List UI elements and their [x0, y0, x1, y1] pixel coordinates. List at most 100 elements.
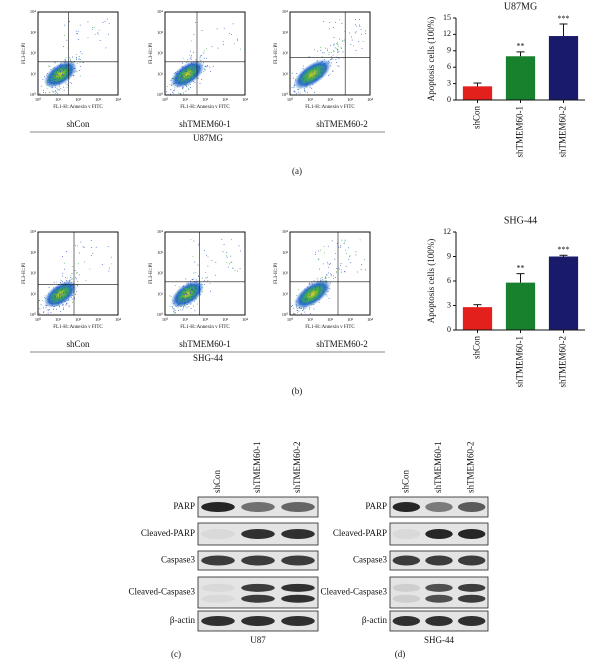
event-dot — [187, 71, 188, 72]
event-dot — [341, 269, 342, 271]
event-dot — [322, 279, 324, 281]
y-tick-label: 10⁰ — [282, 92, 289, 97]
event-dot — [314, 49, 315, 51]
bar — [462, 307, 493, 330]
event-dot — [55, 90, 56, 92]
event-dot — [309, 288, 310, 289]
event-dot — [183, 86, 184, 88]
event-dot — [174, 77, 175, 79]
event-dot — [65, 281, 67, 283]
event-dot — [39, 300, 41, 301]
event-dot — [73, 61, 74, 63]
event-dot — [79, 66, 81, 67]
event-dot — [192, 296, 194, 298]
event-dot — [305, 81, 307, 83]
event-dot — [192, 74, 194, 76]
event-dot — [184, 305, 186, 307]
event-dot — [71, 266, 73, 268]
event-dot — [316, 79, 318, 81]
band — [425, 583, 453, 592]
event-dot — [194, 70, 196, 72]
event-dot — [205, 69, 206, 71]
event-dot — [365, 30, 366, 32]
event-dot — [190, 78, 191, 80]
event-dot — [77, 245, 79, 247]
event-dot — [172, 308, 174, 310]
event-dot — [46, 305, 47, 306]
x-tick-label: 10¹ — [307, 317, 314, 322]
event-dot — [358, 19, 360, 21]
event-dot — [191, 299, 192, 301]
event-dot — [57, 80, 58, 82]
event-dot — [237, 39, 238, 41]
lane-label: shTMEM60-2 — [466, 442, 476, 493]
plot-frame — [289, 11, 371, 96]
event-dot — [305, 84, 306, 85]
event-dot — [344, 241, 346, 243]
event-dot — [52, 297, 54, 298]
event-dot — [186, 283, 188, 285]
event-dot — [190, 292, 192, 294]
event-dot — [234, 270, 236, 272]
row-label: Caspase3 — [353, 555, 387, 565]
y-tick-label: 9 — [447, 251, 451, 260]
event-dot — [203, 57, 205, 59]
event-dot — [298, 88, 300, 90]
event-dot — [70, 69, 72, 70]
event-dot — [64, 282, 65, 284]
event-dot — [302, 68, 304, 70]
event-dot — [177, 72, 179, 74]
event-dot — [50, 80, 52, 82]
event-dot — [66, 277, 68, 279]
event-dot — [65, 82, 67, 84]
event-dot — [68, 279, 70, 281]
event-dot — [74, 71, 76, 73]
event-dot — [193, 305, 194, 307]
event-dot — [183, 77, 185, 79]
event-dot — [190, 56, 192, 58]
y-tick-label: 6 — [447, 276, 451, 285]
event-dot — [192, 70, 194, 72]
event-dot — [190, 280, 191, 282]
event-dot — [198, 67, 200, 68]
event-dot — [329, 61, 330, 63]
event-dot — [185, 71, 187, 72]
event-dot — [186, 66, 187, 68]
event-dot — [175, 312, 176, 313]
event-dot — [43, 89, 45, 91]
event-dot — [62, 305, 64, 306]
event-dot — [309, 303, 311, 305]
event-dot — [51, 85, 53, 87]
event-dot — [330, 44, 331, 46]
event-dot — [54, 92, 56, 94]
event-dot — [72, 56, 74, 58]
event-dot — [312, 72, 314, 74]
event-dot — [315, 299, 316, 300]
event-dot — [54, 295, 56, 297]
event-dot — [316, 60, 318, 61]
event-dot — [192, 68, 193, 70]
band — [457, 502, 486, 512]
event-dot — [181, 80, 183, 82]
event-dot — [56, 298, 58, 300]
event-dot — [59, 80, 61, 82]
axes — [455, 18, 585, 101]
y-tick-label: 10¹ — [157, 291, 164, 296]
event-dot — [187, 83, 189, 85]
event-dot — [190, 76, 192, 78]
event-dot — [185, 90, 187, 92]
event-dot — [77, 30, 79, 32]
event-dot — [299, 74, 301, 76]
bar — [505, 282, 536, 330]
event-dot — [317, 258, 319, 260]
event-dot — [198, 286, 200, 288]
event-dot — [51, 301, 53, 303]
band — [241, 594, 275, 603]
event-dot — [316, 286, 317, 288]
y-tick-label: 10³ — [282, 250, 289, 255]
event-dot — [198, 290, 200, 292]
event-dot — [332, 50, 334, 52]
event-dot — [307, 76, 308, 78]
event-dot — [76, 57, 77, 59]
event-dot — [191, 69, 192, 70]
